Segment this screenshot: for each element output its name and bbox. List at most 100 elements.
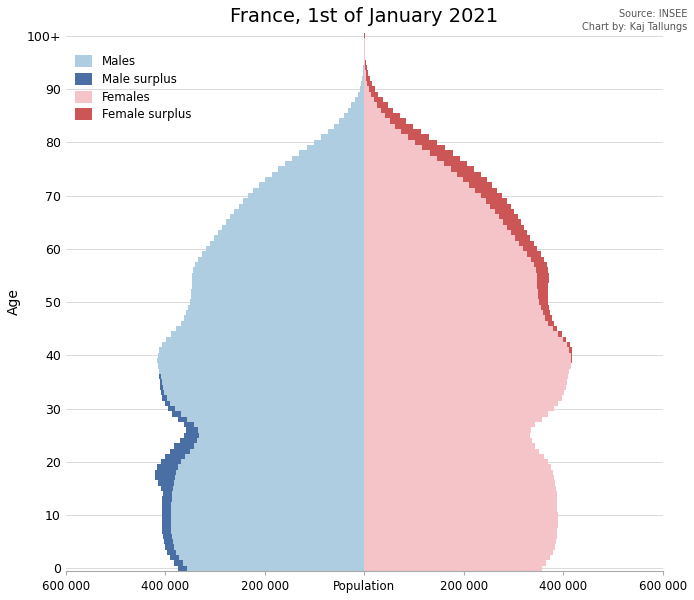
Bar	[364, 363, 571, 368]
Bar	[570, 347, 572, 353]
Bar	[364, 235, 515, 241]
Bar	[185, 454, 364, 459]
Bar	[364, 390, 564, 395]
Bar	[369, 86, 375, 92]
Bar	[170, 449, 189, 454]
Bar	[364, 155, 437, 161]
Bar	[469, 182, 492, 188]
Bar	[364, 316, 545, 320]
Bar	[174, 481, 364, 486]
Bar	[187, 566, 364, 571]
Bar	[364, 257, 531, 262]
Bar	[364, 246, 523, 251]
Bar	[193, 268, 364, 273]
Bar	[364, 283, 537, 289]
Bar	[165, 544, 174, 550]
Bar	[160, 379, 162, 385]
Bar	[495, 209, 514, 214]
Bar	[183, 560, 364, 566]
Bar	[364, 491, 557, 496]
Bar	[161, 390, 164, 395]
Bar	[168, 406, 175, 411]
Bar	[364, 438, 532, 443]
Bar	[378, 102, 388, 107]
Bar	[364, 198, 486, 203]
Bar	[178, 566, 187, 571]
Bar	[364, 251, 527, 257]
Bar	[364, 555, 550, 560]
Bar	[364, 289, 538, 294]
Bar	[364, 278, 537, 283]
Bar	[364, 374, 568, 379]
Bar	[173, 486, 364, 491]
Bar	[450, 166, 475, 172]
Bar	[179, 555, 364, 560]
Bar	[364, 140, 415, 145]
Bar	[189, 449, 364, 454]
Bar	[364, 81, 367, 86]
Bar	[362, 76, 364, 81]
Bar	[364, 203, 491, 209]
Bar	[172, 491, 364, 496]
Bar	[464, 177, 486, 182]
Bar	[366, 65, 367, 70]
Bar	[162, 496, 172, 502]
Bar	[363, 70, 364, 76]
Bar	[364, 113, 385, 118]
Bar	[364, 177, 464, 182]
Bar	[364, 518, 558, 523]
Bar	[364, 118, 390, 124]
Bar	[171, 518, 364, 523]
Bar	[364, 523, 558, 529]
Bar	[366, 70, 369, 76]
Bar	[365, 59, 366, 65]
Bar	[364, 129, 401, 134]
Bar	[188, 305, 364, 310]
Bar	[364, 464, 550, 470]
Bar	[364, 320, 548, 326]
Bar	[214, 235, 364, 241]
Bar	[407, 134, 429, 140]
Bar	[178, 464, 364, 470]
Bar	[364, 124, 396, 129]
Bar	[364, 230, 511, 235]
Bar	[364, 182, 469, 188]
Bar	[162, 395, 167, 401]
Bar	[248, 193, 364, 198]
Bar	[558, 331, 562, 337]
Bar	[364, 188, 475, 193]
Bar	[163, 491, 172, 496]
Bar	[364, 337, 563, 342]
Bar	[364, 416, 541, 422]
Bar	[292, 155, 364, 161]
Bar	[171, 502, 364, 507]
Bar	[364, 214, 499, 220]
Bar	[189, 299, 364, 305]
Bar	[173, 539, 364, 544]
Bar	[174, 560, 183, 566]
Bar	[185, 433, 198, 438]
Bar	[364, 241, 519, 246]
Bar	[374, 97, 383, 102]
Bar	[265, 177, 364, 182]
Bar	[364, 262, 534, 268]
Bar	[358, 92, 364, 97]
Bar	[171, 529, 364, 534]
Bar	[239, 203, 364, 209]
Bar	[511, 230, 527, 235]
Bar	[364, 406, 554, 411]
Bar	[364, 560, 546, 566]
Bar	[307, 145, 364, 150]
Bar	[162, 507, 171, 512]
Bar	[486, 198, 507, 203]
Bar	[314, 140, 364, 145]
Bar	[198, 257, 364, 262]
Bar	[170, 401, 364, 406]
Bar	[171, 331, 364, 337]
Bar	[364, 145, 422, 150]
Bar	[260, 182, 364, 188]
Bar	[176, 550, 364, 555]
Bar	[155, 470, 176, 475]
Bar	[563, 337, 566, 342]
Bar	[364, 65, 366, 70]
